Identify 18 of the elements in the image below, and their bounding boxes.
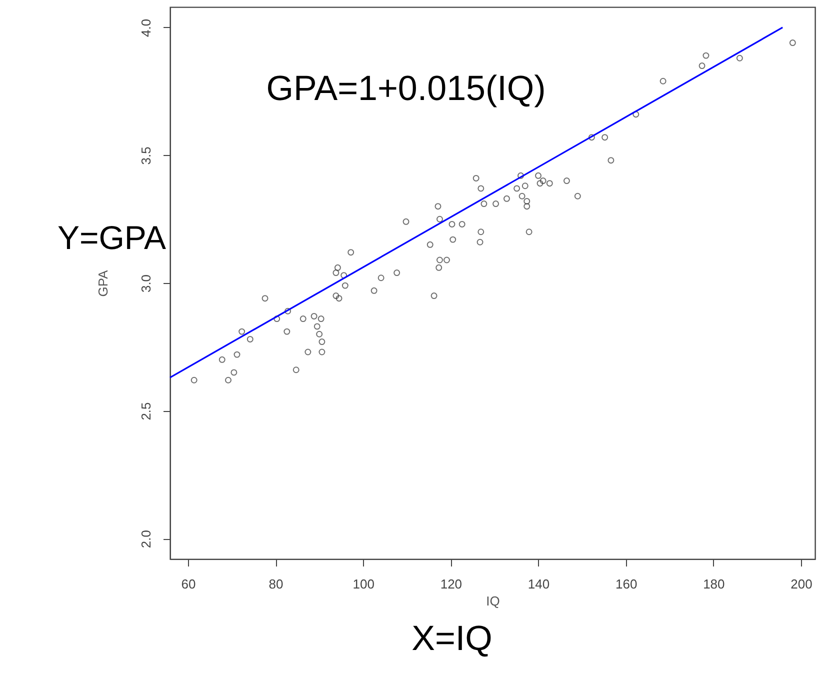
x-tick-label: 140: [528, 576, 550, 592]
x-tick-label: 100: [352, 576, 374, 592]
x-tick-label: 200: [790, 576, 812, 592]
y-tick-label: 2.5: [138, 402, 154, 420]
y-tick-label: 3.5: [138, 146, 154, 165]
y-axis-title: GPA: [96, 270, 110, 297]
x-axis-title: IQ: [486, 594, 500, 608]
x-tick-label: 180: [703, 576, 725, 592]
y-tick-label: 3.0: [138, 274, 154, 293]
text: Y=GPA: [57, 219, 166, 256]
y-tick-label: 4.0: [138, 18, 154, 37]
x-tick-label: 120: [440, 576, 462, 592]
x-tick-label: 60: [181, 576, 196, 592]
x-tick-label: 160: [615, 576, 638, 592]
y-tick-label: 2.0: [138, 530, 154, 548]
text: X=IQ: [412, 619, 492, 658]
x-tick-label: 80: [268, 576, 284, 592]
annotation: GPA=1+0.015(IQ): [266, 69, 546, 108]
